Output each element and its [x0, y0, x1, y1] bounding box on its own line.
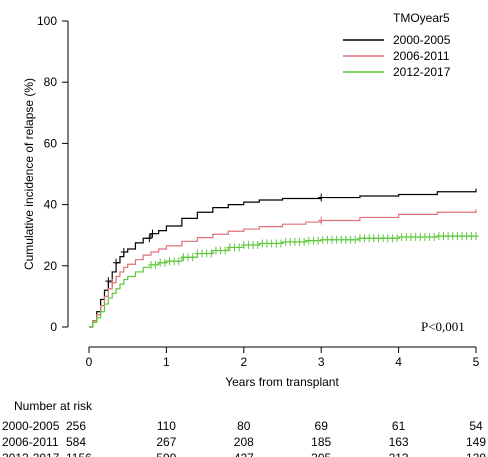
censor-mark [161, 258, 168, 267]
risk-cell: 163 [389, 435, 409, 449]
censor-mark [236, 243, 243, 252]
risk-cell: 599 [156, 451, 176, 457]
risk-cell: 213 [389, 451, 409, 457]
risk-row-label: 2006-2011 [2, 435, 59, 449]
series-line [89, 235, 477, 328]
y-tick-label: 0 [50, 320, 57, 334]
censor-mark [254, 240, 261, 249]
risk-cell: 584 [66, 435, 86, 449]
legend-item: 2000-2005 [343, 33, 451, 47]
risk-row: 2012-2017 1156 599 427 305 213 129 [2, 451, 486, 457]
y-tick-label: 40 [44, 198, 58, 212]
risk-cell: 185 [311, 435, 331, 449]
censor-mark [146, 234, 153, 243]
censor-mark [105, 277, 112, 286]
risk-cell: 208 [234, 435, 254, 449]
censor-mark [208, 249, 215, 258]
risk-cell: 256 [66, 419, 86, 433]
censor-mark [277, 239, 284, 248]
y-tick-label: 20 [44, 259, 58, 273]
legend-label: 2006-2011 [393, 49, 450, 63]
risk-cell: 305 [311, 451, 331, 457]
risk-row-label: 2012-2017 [2, 451, 60, 457]
legend-title: TMOyear5 [393, 11, 450, 25]
risk-cell: 61 [392, 419, 406, 433]
x-tick-label: 4 [395, 355, 402, 369]
risk-cell: 149 [466, 435, 486, 449]
censor-mark [120, 248, 127, 257]
risk-row-label: 2000-2005 [2, 419, 60, 433]
legend-item: 2006-2011 [343, 49, 450, 63]
series-2006-2011 [89, 209, 477, 328]
risk-cell: 427 [234, 451, 254, 457]
censor-mark [222, 246, 229, 255]
censor-mark [473, 232, 479, 241]
censor-mark [318, 216, 325, 225]
series-2012-2017 [89, 232, 479, 328]
risk-cell: 80 [237, 419, 251, 433]
censor-mark [301, 237, 308, 246]
censor-mark [315, 236, 322, 245]
risk-cell: 129 [466, 451, 486, 457]
x-tick-label: 1 [163, 355, 170, 369]
y-tick-label: 100 [37, 14, 57, 28]
risk-table-title: Number at risk [14, 399, 93, 413]
y-axis-ticks: 0 20 40 60 80 100 [37, 14, 68, 334]
censor-mark [318, 193, 325, 202]
censor-mark [149, 229, 156, 238]
series-layer [89, 188, 479, 328]
risk-cell: 267 [156, 435, 176, 449]
x-axis-ticks: 0 1 2 3 4 5 [86, 347, 480, 369]
risk-cell: 69 [315, 419, 329, 433]
series-2000-2005 [89, 188, 477, 328]
legend-label: 2000-2005 [393, 33, 451, 47]
x-axis-label: Years from transplant [225, 375, 339, 389]
legend-label: 2012-2017 [393, 65, 451, 79]
x-tick-label: 0 [86, 355, 93, 369]
risk-cell: 54 [469, 419, 483, 433]
risk-row: 2006-2011 584 267 208 185 163 149 [2, 435, 486, 449]
y-axis-label: Cumulative incidence of relapse (%) [22, 78, 36, 270]
y-tick-label: 60 [44, 136, 58, 150]
y-tick-label: 80 [44, 75, 58, 89]
censor-mark [152, 260, 159, 269]
censor-mark [394, 234, 401, 243]
p-value-annotation: P<0,001 [421, 319, 465, 334]
censor-mark [113, 258, 120, 267]
risk-row: 2000-2005 256 110 80 69 61 54 [2, 419, 483, 433]
legend-item: 2012-2017 [343, 65, 451, 79]
legend: TMOyear5 2000-2005 2006-2011 2012-2017 [343, 11, 451, 79]
x-tick-label: 2 [240, 355, 247, 369]
series-line [89, 209, 477, 328]
censor-mark [189, 253, 196, 262]
censor-mark [431, 233, 438, 242]
x-tick-label: 3 [318, 355, 325, 369]
censor-mark [175, 257, 182, 266]
censor-mark [352, 235, 359, 244]
risk-cell: 110 [157, 419, 176, 433]
series-line [89, 188, 477, 328]
censor-mark [109, 278, 116, 287]
risk-cell: 1156 [66, 451, 92, 457]
x-tick-label: 5 [473, 355, 480, 369]
